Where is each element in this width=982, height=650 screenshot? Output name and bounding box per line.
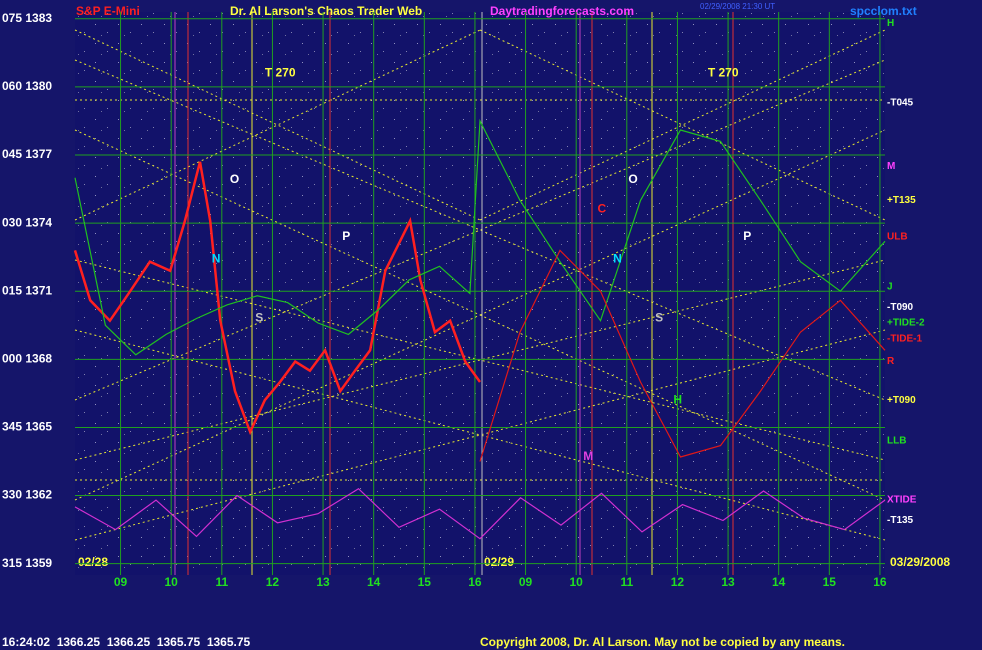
side-label: -T135 [887,515,914,526]
x-tick-label: 11 [215,575,228,589]
side-label: +TIDE-2 [887,318,925,329]
y-tick-label: 330 1362 [2,488,52,502]
x-tick-label: 12 [266,575,280,589]
y-tick-label: 075 1383 [2,11,52,25]
side-label: LLB [887,436,906,447]
annotation: T 270 [265,65,296,79]
series-line [74,118,886,356]
annotation: H [673,392,682,406]
y-tick-label: 060 1380 [2,79,52,93]
header-time: 02/29/2008 21:30 UT [700,2,775,11]
side-label: M [887,161,895,172]
date-label: 03/29/2008 [890,555,950,569]
side-label: -T090 [887,302,914,313]
x-tick-label: 14 [772,575,786,589]
x-tick-label: 16 [468,575,482,589]
annotation: T 270 [708,65,739,79]
annotation: O [230,172,239,186]
series-line [73,161,482,436]
chart-title: Dr. Al Larson's Chaos Trader Web [230,4,422,18]
footer-copyright: Copyright 2008, Dr. Al Larson. May not b… [480,635,845,649]
series-line [479,249,886,462]
x-tick-label: 13 [316,575,330,589]
side-label: -TIDE-1 [887,334,922,345]
y-tick-label: 315 1359 [2,556,52,570]
annotation: S [655,311,663,325]
x-tick-label: 10 [165,575,179,589]
y-tick-label: 345 1365 [2,420,52,434]
side-label: -T045 [887,97,914,108]
y-tick-label: 000 1368 [2,352,52,366]
annotation: O [628,172,637,186]
header-symbol: S&P E-Mini [76,4,140,18]
x-tick-label: 09 [519,575,533,589]
y-tick-label: 045 1377 [2,147,52,161]
annotation: P [342,229,350,243]
annotation: N [613,252,622,266]
y-tick-label: 015 1371 [2,283,52,297]
x-tick-label: 13 [721,575,735,589]
x-tick-label: 15 [418,575,432,589]
x-tick-label: 09 [114,575,128,589]
header-site: Daytradingforecasts.com [490,4,634,18]
annotation: M [583,449,593,463]
x-tick-label: 15 [823,575,837,589]
side-label: +T090 [887,395,916,406]
x-tick-label: 10 [570,575,584,589]
x-tick-label: 11 [620,575,633,589]
annotation: C [597,202,606,216]
side-label: ULB [887,231,908,242]
x-tick-label: 14 [367,575,381,589]
y-tick-label: 030 1374 [2,215,52,229]
side-label: +T135 [887,195,916,206]
cycle-verticals [174,12,734,575]
x-tick-label: 16 [873,575,887,589]
side-label: R [887,356,895,367]
series-line [74,487,886,540]
annotation: N [212,252,221,266]
annotation: S [255,311,263,325]
header-file: spcclom.txt [850,4,917,18]
date-label: 02/28 [78,555,108,569]
footer-quote: 16:24:02 1366.25 1366.25 1365.75 1365.75 [2,635,251,649]
annotation: P [743,229,751,243]
x-tick-label: 12 [671,575,685,589]
side-label: H [887,18,894,29]
gann-lines [74,29,886,541]
side-label: XTIDE [887,495,917,506]
side-label: J [887,281,893,292]
date-label: 02/29 [484,555,514,569]
